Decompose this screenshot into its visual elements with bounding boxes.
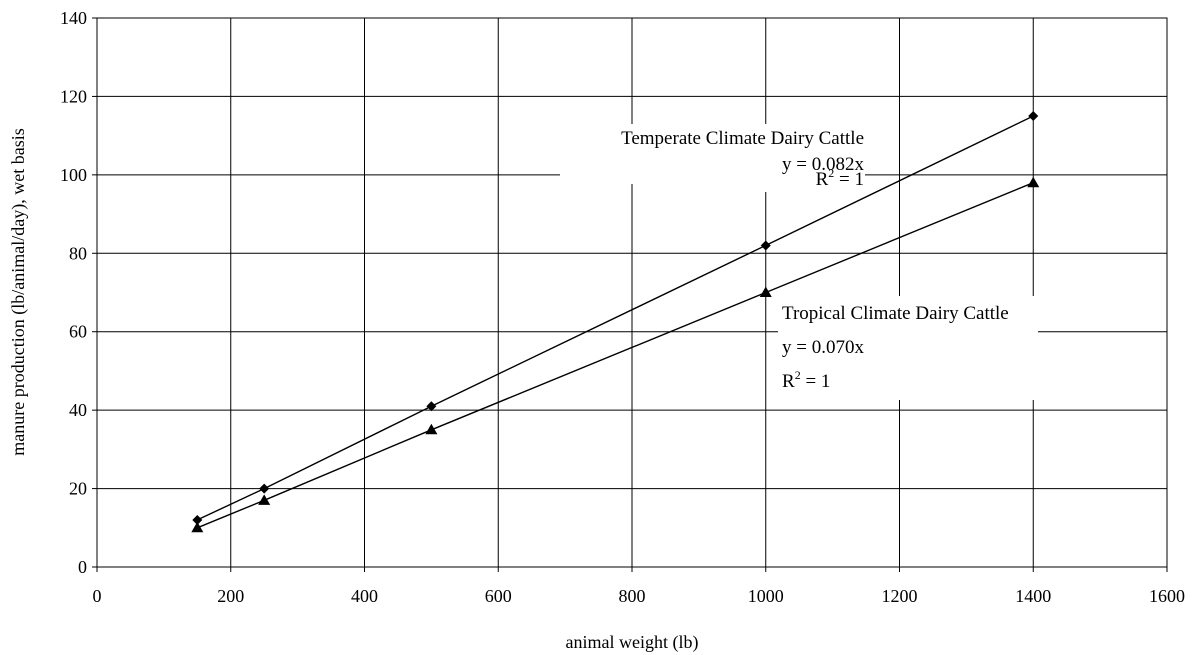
y-tick-label: 120: [60, 86, 87, 106]
y-tick-label: 100: [60, 165, 87, 185]
y-axis-title: manure production (lb/animal/day), wet b…: [8, 128, 29, 455]
annotation-tropical-r2-base: R: [782, 371, 795, 392]
annotation-temperate-title: Temperate Climate Dairy Cattle: [621, 128, 864, 149]
x-tick-label: 0: [93, 586, 102, 606]
data-point-tropical: [258, 494, 271, 505]
x-tick-label: 1400: [1015, 586, 1051, 606]
y-tick-label: 80: [69, 243, 87, 263]
gridlines: [92, 17, 1168, 572]
data-point-tropical: [759, 286, 772, 297]
data-point-tropical: [191, 521, 204, 533]
plot-area-frame: [96, 17, 1168, 568]
x-tick-label: 800: [619, 586, 646, 606]
data-point-temperate: [760, 240, 771, 251]
annotation-tropical-bg: [778, 296, 1038, 400]
x-tick-labels: 0 200 400 600 800 1000 1200 1400 1600: [93, 586, 1186, 606]
y-tick-labels: 0 20 40 60 80 100 120 140: [60, 8, 87, 577]
annotation-tropical-r2-val: = 1: [801, 371, 831, 392]
x-tick-label: 600: [485, 586, 512, 606]
annotation-temperate-r2-base: R: [816, 169, 829, 190]
y-tick-label: 60: [69, 322, 87, 342]
annotation-tropical-r2: R2 = 1: [782, 368, 830, 392]
data-point-temperate: [426, 401, 437, 412]
x-tick-label: 400: [351, 586, 378, 606]
x-axis-title: animal weight (lb): [566, 632, 699, 653]
y-tick-label: 40: [69, 400, 87, 420]
x-tick-label: 1000: [748, 586, 784, 606]
annotation-temperate-bg-2: [760, 150, 865, 192]
data-point-temperate: [192, 514, 203, 525]
y-tick-label: 140: [60, 8, 87, 28]
x-tick-label: 1600: [1149, 586, 1185, 606]
annotation-temperate-r2: R2 = 1: [816, 166, 864, 190]
annotation-tropical-title: Tropical Climate Dairy Cattle: [782, 303, 1009, 324]
data-point-tropical: [1027, 176, 1040, 188]
data-point-tropical: [425, 423, 438, 435]
y-tick-label: 20: [69, 479, 87, 499]
annotation-temperate-equation: y = 0.082x: [782, 154, 864, 175]
x-tick-label: 1200: [882, 586, 918, 606]
y-tick-label: 0: [78, 557, 87, 577]
data-point-temperate: [1028, 111, 1039, 122]
annotation-temperate-r2-val: = 1: [834, 169, 864, 190]
data-point-temperate: [259, 483, 270, 494]
annotation-tropical: Tropical Climate Dairy Cattle y = 0.070x…: [778, 296, 1038, 400]
annotation-tropical-r2-sup: 2: [795, 368, 801, 382]
annotation-tropical-equation: y = 0.070x: [782, 337, 864, 358]
annotation-temperate: Temperate Climate Dairy Cattle y = 0.082…: [560, 124, 865, 192]
annotation-temperate-r2-sup: 2: [828, 166, 834, 180]
x-tick-label: 200: [217, 586, 244, 606]
data-markers: [191, 111, 1040, 533]
